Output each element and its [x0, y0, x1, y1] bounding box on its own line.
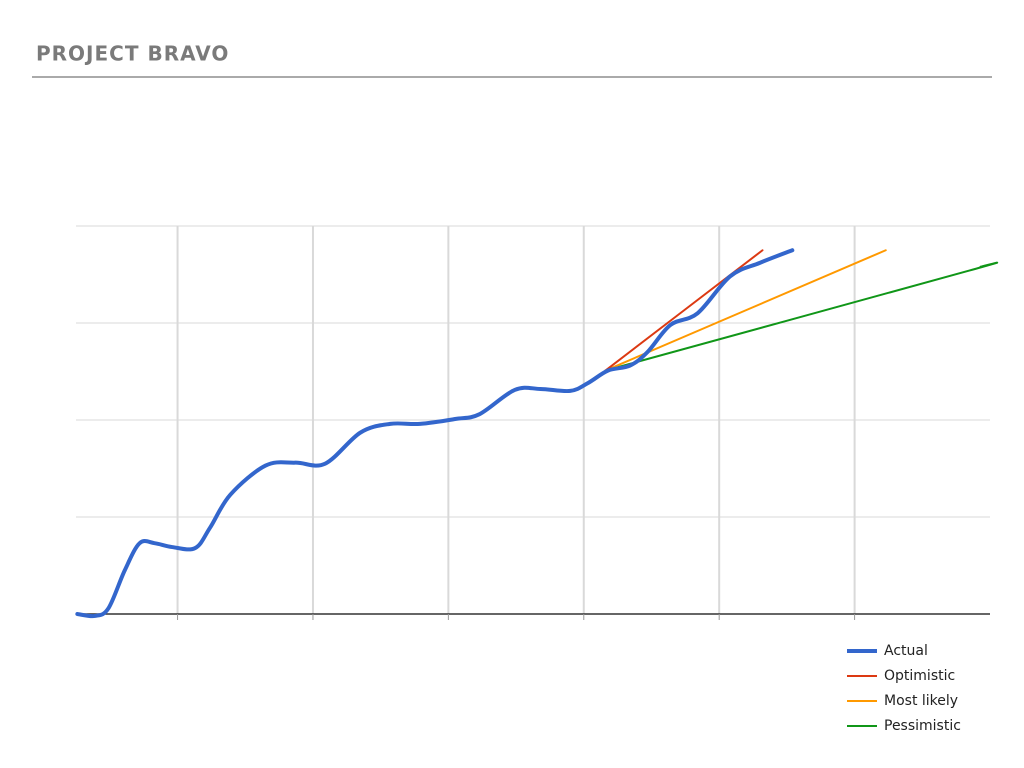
- legend-label: Pessimistic: [884, 718, 961, 734]
- series-line: [77, 250, 792, 616]
- legend-label: Most likely: [884, 693, 958, 709]
- slide-title: PROJECT BRAVO: [36, 42, 229, 66]
- series-line: [605, 263, 997, 371]
- legend-label: Actual: [884, 643, 928, 659]
- legend-label: Optimistic: [884, 668, 955, 684]
- slide: PROJECT BRAVO Actual Optimistic Most likel…: [0, 0, 1024, 768]
- series-line: [605, 250, 762, 370]
